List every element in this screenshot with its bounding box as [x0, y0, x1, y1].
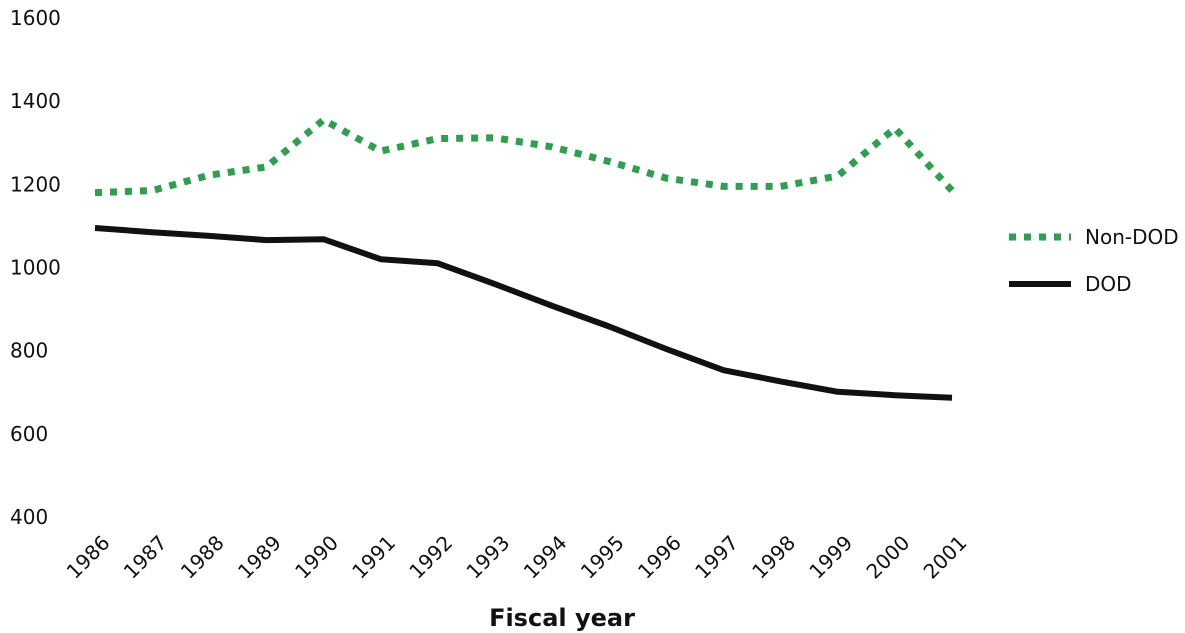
- x-tick-label: 1989: [233, 531, 286, 584]
- x-tick-label: 1994: [519, 531, 572, 584]
- x-tick-label: 1995: [576, 531, 629, 584]
- y-axis-tick-labels: 400 600 800 1000 1200 1400 1600: [10, 6, 61, 529]
- x-tick-label: 2000: [861, 531, 914, 584]
- x-tick-label: 1987: [119, 531, 172, 584]
- y-tick-label: 1400: [10, 89, 61, 113]
- legend: Non-DOD DOD: [1009, 225, 1179, 296]
- y-tick-label: 1200: [10, 172, 61, 196]
- x-tick-label: 1990: [290, 531, 343, 584]
- x-tick-label: 1993: [462, 531, 515, 584]
- x-axis-title: Fiscal year: [489, 604, 635, 632]
- y-tick-label: 800: [10, 339, 48, 363]
- x-tick-label: 1988: [176, 531, 229, 584]
- legend-label-non-dod: Non-DOD: [1085, 225, 1179, 249]
- x-tick-label: 1992: [404, 531, 457, 584]
- x-axis-tick-labels: 1986 1987 1988 1989 1990 1991 1992 1993 1994 1995…: [62, 531, 972, 584]
- y-tick-label: 1000: [10, 256, 61, 280]
- legend-label-dod: DOD: [1085, 272, 1132, 296]
- series-line-non-dod: [94, 116, 955, 197]
- x-tick-label: 2001: [919, 531, 972, 584]
- x-tick-label: 1991: [347, 531, 400, 584]
- x-tick-label: 1999: [804, 531, 857, 584]
- y-tick-label: 400: [10, 505, 48, 529]
- x-tick-label: 1997: [690, 531, 743, 584]
- x-tick-label: 1996: [633, 531, 686, 584]
- x-tick-label: 1986: [62, 531, 115, 584]
- series-line-dod: [94, 225, 953, 401]
- x-tick-label: 1998: [747, 531, 800, 584]
- series-layer: [94, 116, 955, 401]
- y-tick-label: 600: [10, 422, 48, 446]
- y-tick-label: 1600: [10, 6, 61, 30]
